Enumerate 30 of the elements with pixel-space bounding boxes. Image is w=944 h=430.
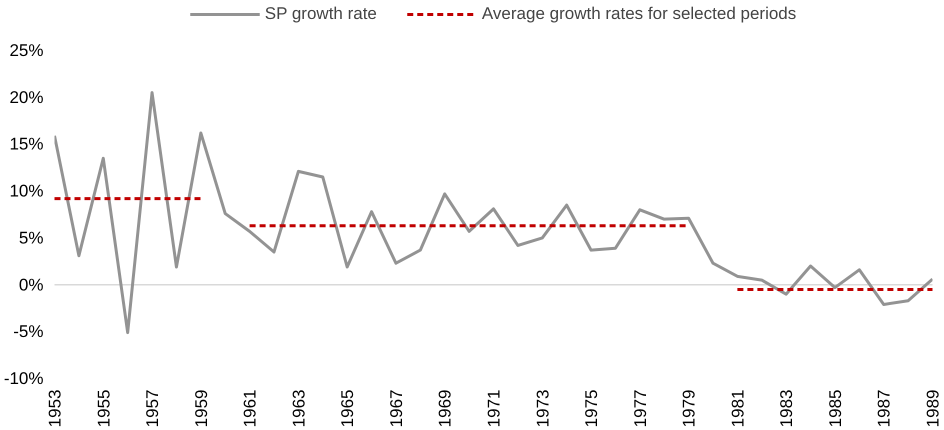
y-tick-label: -5% [13, 322, 44, 342]
y-tick-label: 0% [18, 275, 44, 294]
x-tick-label: 1957 [143, 389, 162, 428]
x-tick-label: 1987 [874, 389, 894, 428]
x-tick-label: 1983 [777, 389, 796, 428]
line-series [54, 91, 932, 334]
x-tick-label: 1961 [240, 389, 260, 428]
x-tick-label: 1959 [192, 389, 211, 428]
x-tick-label: 1965 [338, 389, 358, 428]
y-tick-label: 15% [9, 134, 44, 154]
legend-label: SP growth rate [264, 4, 377, 24]
x-tick-label: 1955 [94, 389, 114, 428]
x-tick-label: 1989 [924, 389, 942, 428]
legend-label: Average growth rates for selected periods [482, 4, 796, 24]
x-tick-label: 1969 [436, 389, 455, 428]
y-tick-label: 10% [9, 182, 44, 201]
y-tick-label: -10% [4, 369, 44, 388]
x-tick-label: 1953 [46, 389, 64, 428]
x-tick-label: 1963 [289, 389, 308, 428]
x-tick-label: 1971 [484, 389, 504, 428]
y-tick-label: 20% [9, 88, 44, 107]
x-tick-label: 1981 [728, 389, 748, 428]
y-tick-label: 25% [9, 41, 44, 60]
x-tick-label: 1979 [680, 389, 699, 428]
x-tick-label: 1967 [386, 389, 406, 428]
x-tick-label: 1985 [826, 389, 845, 428]
x-tick-label: 1975 [582, 389, 602, 428]
y-tick-label: 5% [18, 228, 44, 248]
x-tick-label: 1977 [630, 389, 650, 428]
x-tick-label: 1973 [533, 389, 552, 428]
